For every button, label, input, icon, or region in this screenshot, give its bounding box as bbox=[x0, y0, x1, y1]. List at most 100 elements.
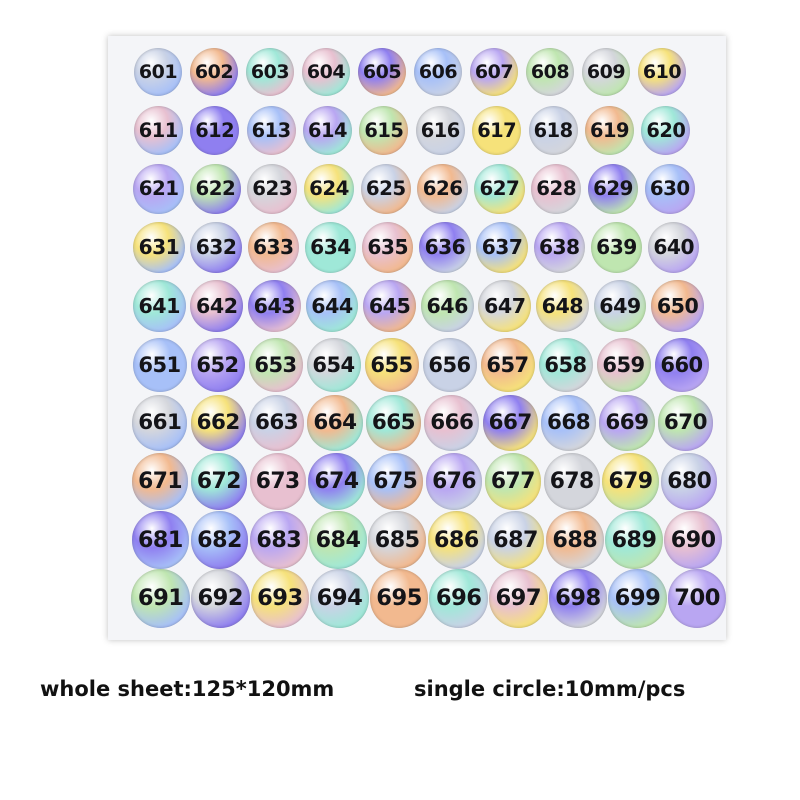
caption-left: whole sheet:125*120mm bbox=[40, 677, 335, 701]
sticker: 700 bbox=[667, 569, 727, 628]
sticker: 664 bbox=[307, 395, 363, 451]
sticker: 627 bbox=[474, 163, 525, 215]
sticker: 658 bbox=[538, 337, 593, 392]
sticker: 652 bbox=[190, 337, 245, 392]
sticker: 625 bbox=[360, 163, 411, 215]
sticker: 628 bbox=[531, 163, 582, 215]
sticker: 626 bbox=[417, 163, 468, 215]
sticker: 636 bbox=[419, 221, 471, 274]
sticker: 680 bbox=[661, 453, 718, 510]
sticker: 614 bbox=[302, 105, 353, 156]
sticker: 668 bbox=[541, 395, 597, 451]
sticker: 663 bbox=[249, 395, 305, 451]
sticker: 618 bbox=[528, 105, 578, 156]
sticker: 674 bbox=[308, 453, 365, 510]
sticker: 608 bbox=[526, 48, 574, 96]
sticker: 640 bbox=[647, 221, 700, 274]
sticker: 609 bbox=[582, 48, 630, 96]
sticker: 665 bbox=[365, 395, 421, 451]
sticker: 603 bbox=[246, 48, 294, 96]
sticker: 661 bbox=[132, 395, 188, 451]
sticker: 621 bbox=[133, 163, 184, 215]
sticker: 612 bbox=[190, 105, 240, 156]
sticker: 644 bbox=[305, 279, 359, 333]
sticker: 651 bbox=[132, 337, 187, 392]
sticker: 672 bbox=[190, 453, 248, 510]
caption-right: single circle:10mm/pcs bbox=[414, 677, 686, 701]
sticker: 615 bbox=[359, 105, 409, 156]
sticker: 675 bbox=[367, 453, 424, 510]
sticker: 673 bbox=[249, 453, 306, 510]
sticker: 687 bbox=[486, 511, 545, 569]
sticker: 648 bbox=[536, 279, 589, 333]
sticker: 605 bbox=[358, 48, 406, 96]
sticker: 601 bbox=[134, 48, 182, 96]
sticker: 695 bbox=[369, 569, 429, 628]
sticker: 655 bbox=[364, 337, 419, 392]
sticker: 642 bbox=[190, 279, 244, 333]
sticker: 676 bbox=[425, 453, 483, 510]
sticker: 659 bbox=[596, 337, 651, 392]
sticker: 641 bbox=[132, 279, 186, 333]
sticker: 683 bbox=[250, 511, 308, 569]
sticker: 639 bbox=[590, 221, 643, 274]
sticker: 686 bbox=[427, 511, 486, 569]
sticker: 630 bbox=[644, 163, 695, 215]
sticker: 649 bbox=[593, 279, 647, 333]
sticker: 611 bbox=[133, 105, 183, 156]
sticker: 669 bbox=[599, 395, 655, 451]
sticker: 667 bbox=[482, 395, 538, 451]
sticker: 660 bbox=[654, 337, 709, 392]
sticker: 624 bbox=[303, 163, 355, 215]
sticker: 633 bbox=[247, 221, 300, 274]
sticker: 629 bbox=[587, 163, 639, 215]
sticker: 634 bbox=[304, 221, 357, 274]
sticker: 604 bbox=[302, 48, 350, 96]
sticker: 623 bbox=[247, 163, 298, 215]
sticker: 653 bbox=[248, 337, 303, 392]
sticker: 607 bbox=[470, 48, 518, 96]
sticker: 679 bbox=[602, 453, 659, 510]
sticker: 694 bbox=[310, 569, 369, 628]
sticker: 698 bbox=[548, 569, 608, 628]
sticker: 682 bbox=[190, 511, 249, 569]
sticker: 638 bbox=[533, 221, 586, 274]
sticker: 691 bbox=[131, 569, 191, 628]
sticker: 693 bbox=[250, 569, 310, 628]
sticker: 677 bbox=[484, 453, 542, 510]
sticker: 619 bbox=[584, 105, 635, 156]
sticker: 606 bbox=[414, 48, 462, 96]
sticker: 696 bbox=[429, 569, 489, 628]
sticker: 685 bbox=[368, 511, 426, 569]
sticker: 690 bbox=[664, 511, 722, 569]
sticker: 610 bbox=[638, 48, 686, 96]
sticker: 637 bbox=[476, 221, 528, 274]
sticker: 650 bbox=[651, 279, 704, 333]
sticker: 681 bbox=[131, 511, 190, 569]
sticker: 645 bbox=[363, 279, 416, 333]
sticker: 602 bbox=[190, 48, 238, 96]
sticker: 622 bbox=[190, 163, 241, 215]
sticker: 656 bbox=[422, 337, 477, 392]
sticker: 666 bbox=[424, 395, 480, 451]
sticker: 635 bbox=[361, 221, 414, 274]
sticker: 688 bbox=[546, 511, 604, 569]
sticker: 647 bbox=[478, 279, 532, 333]
sticker: 689 bbox=[605, 511, 663, 569]
sticker: 699 bbox=[608, 569, 667, 628]
sticker: 662 bbox=[190, 395, 246, 451]
sticker: 670 bbox=[657, 395, 713, 451]
sticker: 692 bbox=[190, 569, 250, 628]
sticker: 678 bbox=[543, 453, 600, 510]
sticker: 684 bbox=[309, 511, 367, 569]
sticker: 620 bbox=[641, 105, 691, 156]
sticker: 617 bbox=[472, 105, 522, 156]
sticker: 632 bbox=[190, 221, 242, 274]
sticker: 646 bbox=[420, 279, 474, 333]
sticker: 631 bbox=[133, 221, 185, 274]
sticker: 616 bbox=[415, 105, 465, 156]
sticker: 613 bbox=[246, 105, 296, 156]
sticker: 671 bbox=[131, 453, 189, 510]
sticker: 643 bbox=[248, 279, 301, 333]
